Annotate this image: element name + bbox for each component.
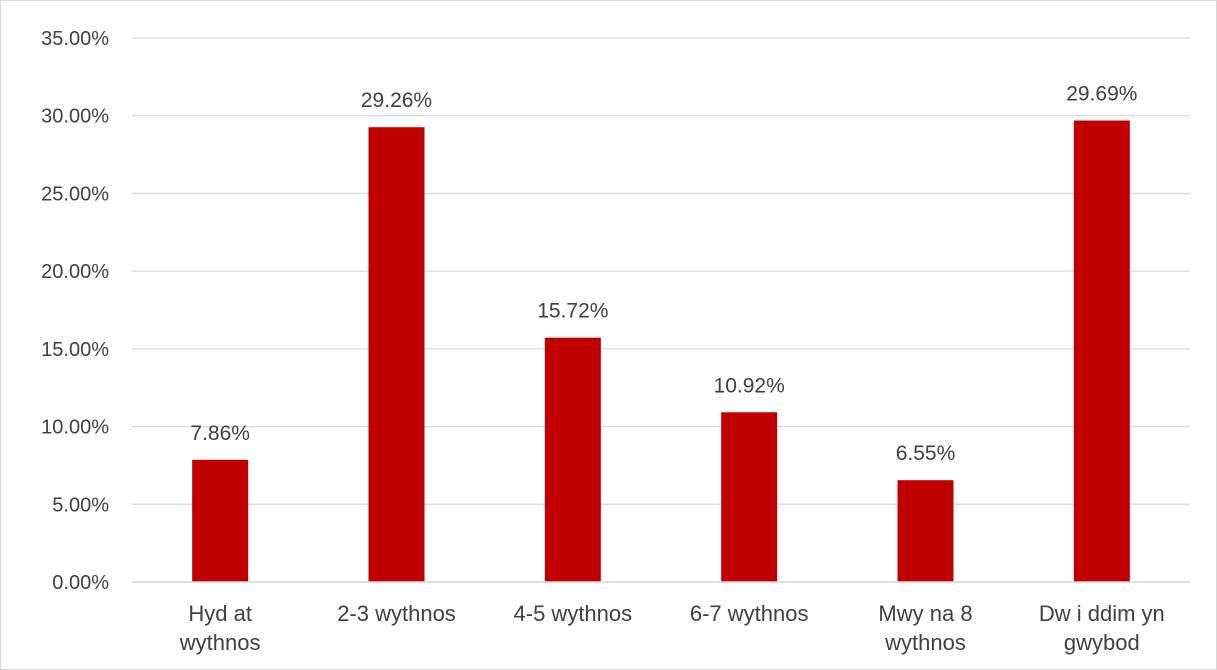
bar bbox=[897, 480, 954, 582]
y-tick-label: 20.00% bbox=[41, 261, 109, 283]
category-label-line: 4-5 wythnos bbox=[514, 601, 633, 626]
category-label: 2-3 wythnos bbox=[337, 601, 456, 626]
y-tick-label: 15.00% bbox=[41, 339, 109, 361]
category-label-line: 6-7 wythnos bbox=[690, 601, 809, 626]
bar bbox=[368, 127, 425, 582]
data-label: 29.26% bbox=[361, 89, 432, 112]
y-tick-label: 25.00% bbox=[41, 183, 109, 205]
data-label: 15.72% bbox=[537, 300, 608, 323]
y-tick-label: 35.00% bbox=[41, 28, 109, 50]
category-label: Hyd at wythnos bbox=[179, 601, 261, 655]
data-label: 10.92% bbox=[714, 374, 785, 397]
category-label: 4-5 wythnos bbox=[514, 601, 633, 626]
category-label-line: Dw i ddim yn bbox=[1039, 601, 1165, 626]
bar bbox=[1073, 120, 1130, 583]
y-tick-label: 5.00% bbox=[52, 494, 109, 516]
data-label: 6.55% bbox=[896, 442, 956, 465]
bar bbox=[192, 459, 249, 582]
category-label-line: Mwy na 8 bbox=[878, 601, 972, 626]
category-label-line: gwybod bbox=[1064, 630, 1140, 655]
y-tick-label: 30.00% bbox=[41, 106, 109, 128]
category-label-line: 2-3 wythnos bbox=[337, 601, 456, 626]
data-label: 29.69% bbox=[1066, 83, 1137, 106]
category-label: 6-7 wythnos bbox=[690, 601, 809, 626]
y-tick-label: 10.00% bbox=[41, 417, 109, 439]
bar bbox=[544, 337, 601, 582]
category-label: Dw i ddim yn gwybod bbox=[1039, 601, 1165, 655]
data-label: 7.86% bbox=[190, 422, 250, 445]
category-label: Mwy na 8 wythnos bbox=[878, 601, 972, 655]
category-label-line: wythnos bbox=[179, 630, 261, 655]
bar bbox=[721, 412, 778, 582]
category-label-line: wythnos bbox=[884, 630, 966, 655]
y-tick-label: 0.00% bbox=[52, 572, 109, 594]
category-label-line: Hyd at bbox=[188, 601, 252, 626]
